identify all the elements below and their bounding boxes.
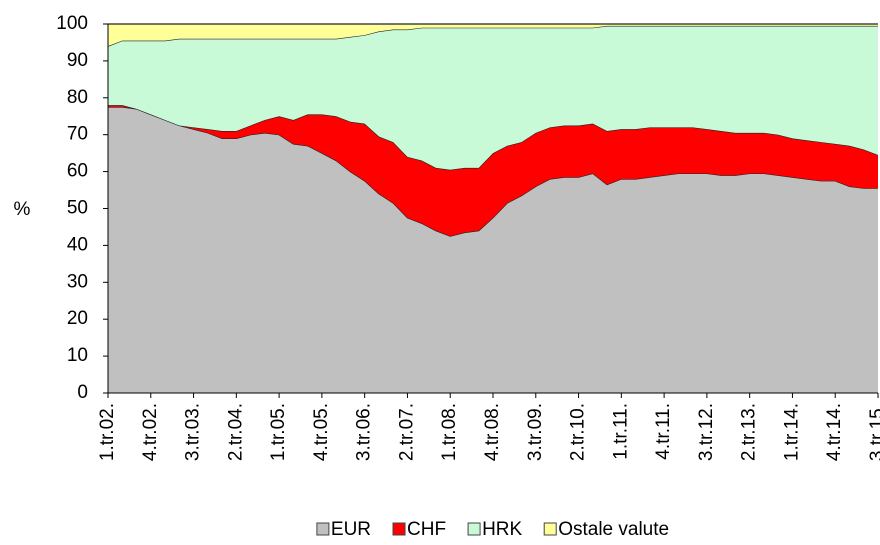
x-tick-label: 1.tr.14.	[781, 403, 802, 461]
legend-label: HRK	[482, 519, 522, 540]
x-tick-label: 1.tr.08.	[439, 403, 460, 461]
x-tick-label: 3.tr.06.	[354, 403, 375, 461]
x-tick-label: 1.tr.02.	[97, 403, 118, 461]
y-tick-label: 10	[67, 345, 88, 366]
legend-label: Ostale valute	[558, 519, 669, 540]
y-tick-label: 80	[67, 87, 88, 108]
y-tick-label: 20	[67, 308, 88, 329]
legend-swatch	[543, 522, 557, 536]
legend-label: CHF	[407, 519, 446, 540]
y-tick-label: 90	[67, 50, 88, 71]
x-tick-label: 3.tr.15.	[867, 403, 880, 461]
y-tick-label: 70	[67, 124, 88, 145]
legend-swatch	[467, 522, 481, 536]
x-tick-label: 3.tr.03.	[183, 403, 204, 461]
x-tick-label: 2.tr.04.	[225, 403, 246, 461]
area	[108, 24, 878, 47]
y-tick-label: 0	[77, 382, 88, 403]
x-tick-label: 1.tr.05.	[268, 403, 289, 461]
legend-label: EUR	[331, 519, 371, 540]
legend: EUR CHF HRK Ostale valute	[316, 519, 669, 540]
x-tick-label: 3.tr.12.	[696, 403, 717, 461]
x-tick-label: 3.tr.09.	[525, 403, 546, 461]
x-tick-label: 2.tr.07.	[396, 403, 417, 461]
legend-swatch	[316, 522, 330, 536]
area	[108, 105, 878, 237]
x-tick-label: 2.tr.10.	[568, 403, 589, 461]
x-tick-label: 2.tr.13.	[739, 403, 760, 461]
x-tick-label: 1.tr.11.	[610, 403, 631, 460]
y-axis-label: %	[14, 199, 31, 220]
x-tick-label: 4.tr.02.	[140, 403, 161, 461]
y-tick-label: 100	[56, 13, 88, 34]
legend-swatch	[392, 522, 406, 536]
y-tick-label: 60	[67, 161, 88, 182]
x-tick-label: 4.tr.08.	[482, 403, 503, 461]
y-tick-label: 30	[67, 271, 88, 292]
x-tick-label: 4.tr.05.	[311, 403, 332, 461]
y-tick-label: 40	[67, 234, 88, 255]
x-tick-label: 4.tr.11.	[653, 403, 674, 460]
area	[108, 25, 878, 170]
area	[108, 107, 878, 394]
y-tick-label: 50	[67, 198, 88, 219]
x-tick-label: 4.tr.14.	[824, 403, 845, 461]
